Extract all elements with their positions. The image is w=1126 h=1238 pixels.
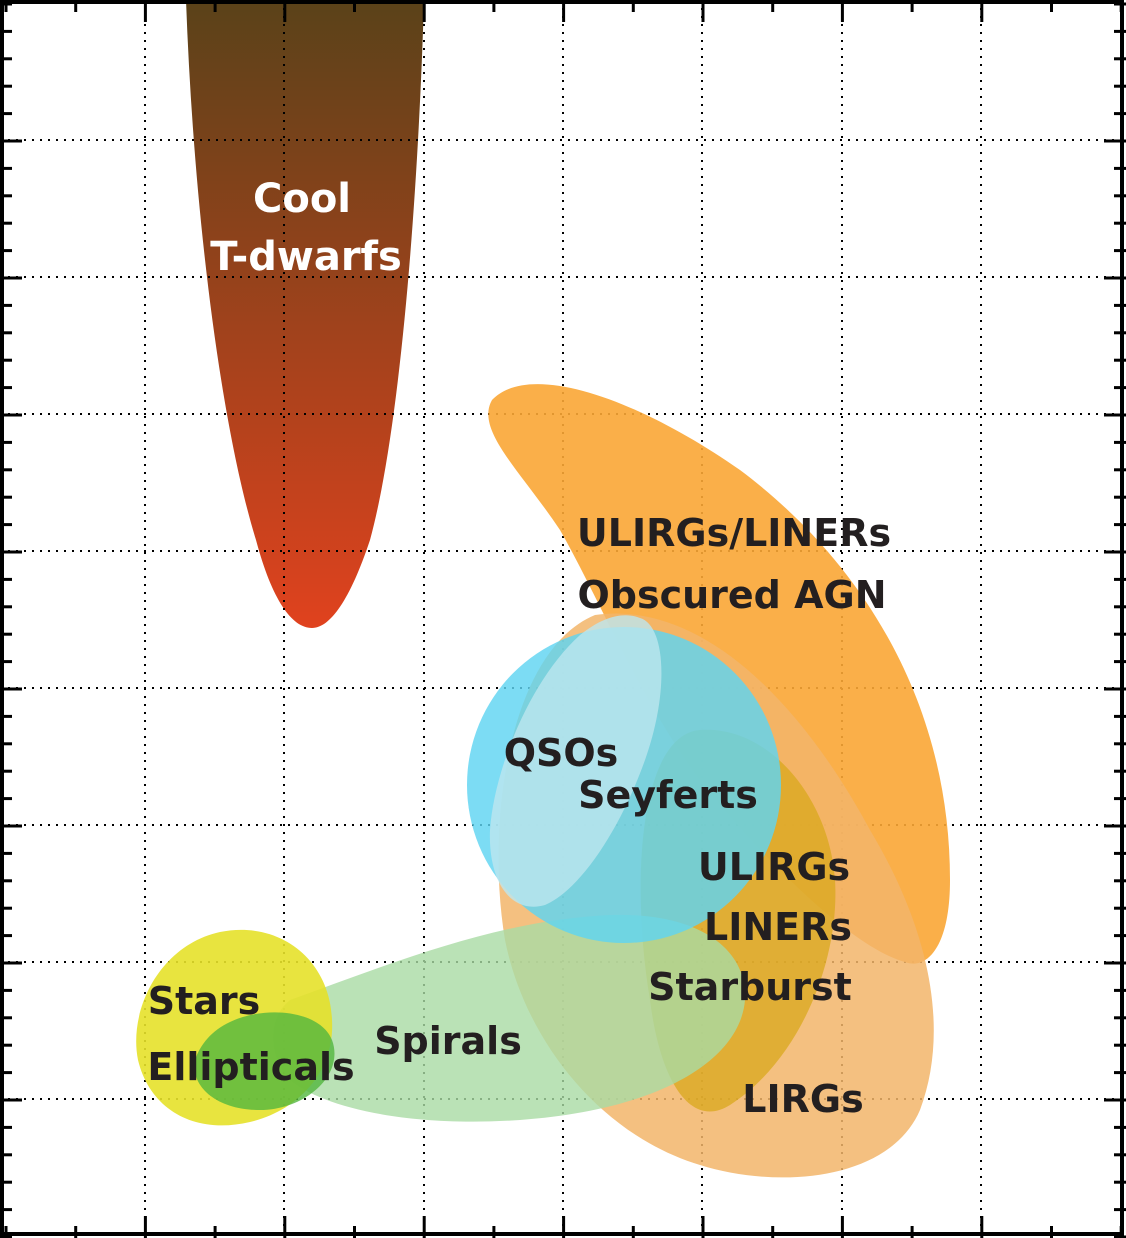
- region-seyferts: [489, 615, 662, 907]
- label-ulirgs-liners: ULIRGs/LINERs: [577, 511, 891, 555]
- label-lirgs: LIRGs: [742, 1077, 863, 1121]
- region-cool-t-dwarfs: [186, 0, 424, 628]
- label-seyferts: Seyferts: [578, 773, 758, 817]
- region-ellipticals: [194, 1012, 335, 1110]
- label-t-dwarfs: T-dwarfs: [210, 234, 402, 280]
- label-ellipticals: Ellipticals: [147, 1045, 354, 1089]
- label-spirals: Spirals: [374, 1019, 522, 1063]
- label-starburst: Starburst: [648, 965, 852, 1009]
- label-liners: LINERs: [704, 905, 852, 949]
- label-obscured-agn: Obscured AGN: [577, 573, 886, 617]
- region-spirals: [273, 914, 746, 1122]
- label-stars: Stars: [148, 979, 261, 1023]
- label-qsos: QSOs: [504, 731, 619, 775]
- label-cool: Cool: [253, 176, 351, 222]
- label-ulirgs: ULIRGs: [698, 845, 850, 889]
